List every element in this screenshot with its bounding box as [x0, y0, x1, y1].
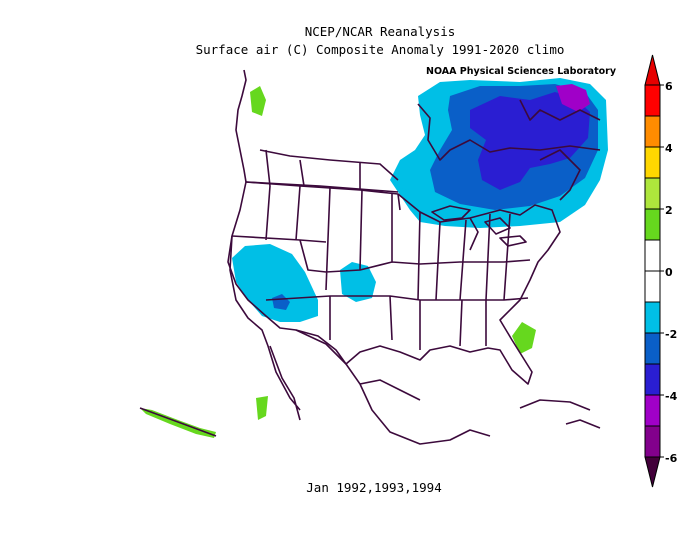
- light-blue-region-southwest: [232, 244, 318, 322]
- colorbar-swatch: [644, 177, 661, 210]
- us-canada-border: [245, 181, 399, 193]
- dark-blue-region-canada: [470, 92, 590, 190]
- colorbar-tick-label: -4: [665, 390, 678, 403]
- colorbar-bottom-arrow: [644, 456, 661, 488]
- colorbar-top-arrow: [644, 54, 661, 86]
- light-blue-region-alaska-edge: [395, 160, 418, 190]
- colorbar-tick-label: 4: [665, 142, 673, 155]
- colorbar-swatch: [644, 146, 661, 179]
- green-region-baja: [256, 396, 268, 420]
- us-border: [227, 181, 561, 385]
- light-blue-region-central: [340, 262, 376, 302]
- lab-credit: NOAA Physical Sciences Laboratory: [426, 66, 617, 77]
- colorbar-tick-label: 2: [665, 204, 673, 217]
- boundary-lines: [139, 69, 601, 445]
- bc-coast: [235, 69, 247, 183]
- anomaly-map: [139, 69, 608, 445]
- colorbar-swatch: [644, 270, 661, 303]
- colorbar-tick-label: 0: [665, 266, 673, 279]
- colorbar-swatch: [644, 84, 661, 117]
- magenta-region-canada: [556, 84, 590, 112]
- date-caption: Jan 1992,1993,1994: [306, 480, 442, 495]
- colorbar-tick-label: -6: [665, 452, 678, 465]
- green-region-florida: [512, 322, 536, 354]
- colorbar-labels: 6 4 2 0 -2 -4 -6: [665, 80, 678, 465]
- colorbar-swatch: [644, 332, 661, 365]
- state-lines: [231, 185, 531, 350]
- colorbar-swatch: [644, 208, 661, 241]
- west-coast: [229, 235, 301, 421]
- colorbar-swatches: [644, 54, 664, 488]
- hawaii: [139, 407, 217, 437]
- colorbar-swatch: [644, 425, 661, 458]
- colorbar-swatch: [644, 239, 661, 272]
- colorbar-tick-label: -2: [665, 328, 677, 341]
- mexico-lines: [295, 329, 491, 445]
- colorbar-swatch: [644, 394, 661, 427]
- colorbar-swatch: [644, 363, 661, 396]
- colorbar-tick-label: 6: [665, 80, 673, 93]
- anomaly-fills: [140, 78, 608, 438]
- map-title: NCEP/NCAR Reanalysis: [304, 24, 456, 39]
- caribbean: [519, 399, 601, 429]
- green-region-bc-coast: [250, 86, 266, 116]
- canada-lines: [259, 99, 601, 211]
- colorbar-swatch: [644, 301, 661, 334]
- map-subtitle: Surface air (C) Composite Anomaly 1991-2…: [195, 42, 565, 57]
- great-lakes: [431, 205, 527, 251]
- colorbar-swatch: [644, 115, 661, 148]
